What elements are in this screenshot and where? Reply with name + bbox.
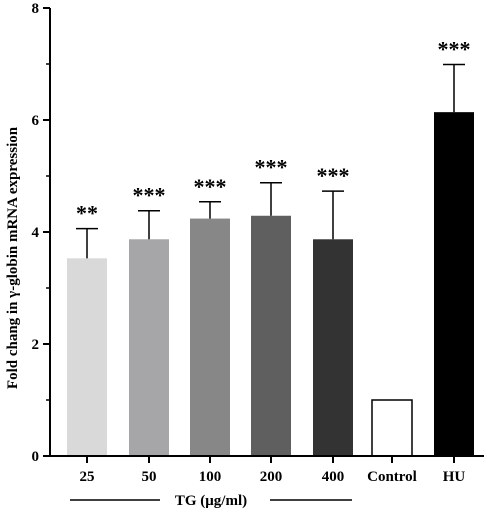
y-tick-label: 2 — [32, 337, 40, 353]
y-axis: 0 2 4 6 8 — [32, 1, 51, 465]
significance-marker: ** — [76, 201, 98, 226]
x-tick-label: Control — [367, 469, 417, 485]
bars: ***** ****** ****** — [67, 37, 474, 457]
significance-marker: *** — [194, 174, 227, 199]
x-tick-label: 50 — [142, 469, 157, 485]
bar-hu — [434, 112, 474, 456]
bar-400 — [313, 239, 353, 456]
x-tick-label: 200 — [260, 469, 283, 485]
x-tick-label: 25 — [80, 469, 95, 485]
x-axis: 25 50 100 200 400 Control HU — [50, 455, 484, 485]
bar-25 — [67, 258, 107, 456]
bar-100 — [190, 218, 230, 456]
y-tick-label: 4 — [32, 225, 40, 241]
y-tick-label: 0 — [32, 449, 40, 465]
significance-marker: *** — [255, 155, 288, 180]
group-label: TG (μg/ml) — [175, 493, 247, 509]
x-tick-label: 400 — [322, 469, 345, 485]
significance-marker: *** — [133, 183, 166, 208]
significance-marker: *** — [438, 37, 471, 62]
bar-200 — [251, 215, 291, 456]
y-tick-label: 8 — [32, 1, 40, 17]
significance-marker: *** — [317, 163, 350, 188]
x-tick-label: HU — [443, 469, 466, 485]
bar-50 — [129, 239, 169, 456]
x-tick-label: 100 — [199, 469, 222, 485]
y-tick-label: 6 — [32, 113, 40, 129]
bar-control — [371, 399, 413, 457]
y-axis-label: Fold chang in γ-globin mRNA expression — [5, 126, 21, 389]
